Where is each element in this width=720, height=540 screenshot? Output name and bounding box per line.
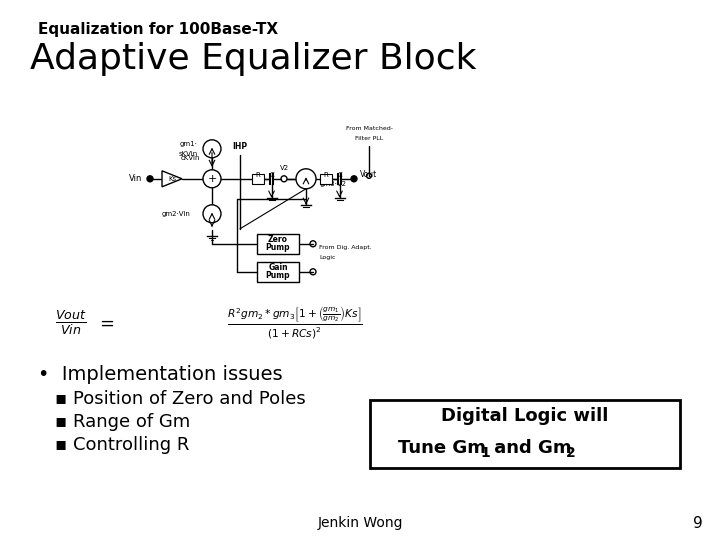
Circle shape (147, 176, 153, 182)
Circle shape (203, 205, 221, 223)
Text: 2: 2 (566, 446, 576, 460)
Text: R: R (256, 172, 261, 178)
Text: Tune Gm: Tune Gm (398, 439, 486, 457)
Text: •  Implementation issues: • Implementation issues (38, 365, 283, 384)
Text: and Gm: and Gm (488, 439, 572, 457)
Text: Digital Logic will: Digital Logic will (441, 407, 608, 425)
Text: From Matched-: From Matched- (346, 126, 392, 131)
Text: ▪ Controlling R: ▪ Controlling R (55, 436, 189, 454)
Text: ▪ Position of Zero and Poles: ▪ Position of Zero and Poles (55, 390, 306, 408)
Text: IHP: IHP (233, 142, 248, 151)
Circle shape (203, 170, 221, 188)
Text: gm3·V2: gm3·V2 (320, 181, 347, 187)
Text: sKVin: sKVin (179, 151, 198, 157)
Text: Vout: Vout (360, 170, 377, 179)
Text: ▪ Range of Gm: ▪ Range of Gm (55, 413, 190, 431)
Text: $\frac{Vout}{Vin}$: $\frac{Vout}{Vin}$ (55, 308, 86, 337)
Text: 9: 9 (693, 516, 703, 530)
Text: gm1·: gm1· (180, 141, 198, 147)
Text: cKVin: cKVin (180, 155, 199, 161)
Text: 1: 1 (480, 446, 490, 460)
Text: V2: V2 (279, 165, 289, 171)
Text: Adaptive Equalizer Block: Adaptive Equalizer Block (30, 42, 477, 76)
Text: C: C (269, 172, 274, 178)
Circle shape (351, 176, 357, 182)
Text: Pump: Pump (266, 271, 290, 280)
Text: Ks: Ks (168, 176, 176, 182)
Text: Gain: Gain (268, 264, 288, 272)
Text: Filter PLL: Filter PLL (355, 136, 383, 141)
Text: +: + (207, 174, 217, 184)
Text: Jenkin Wong: Jenkin Wong (318, 516, 402, 530)
Bar (370, 400, 680, 468)
Text: Equalization for 100Base-TX: Equalization for 100Base-TX (38, 22, 278, 37)
Bar (320, 174, 332, 184)
Polygon shape (162, 171, 182, 187)
Text: $\frac{R^2gm_2 * gm_3\left[1+\left(\frac{gm_1}{gm_2}\right)Ks\right]}{(1+RCs)^2}: $\frac{R^2gm_2 * gm_3\left[1+\left(\frac… (228, 305, 363, 341)
Text: R: R (323, 172, 328, 178)
Text: Pump: Pump (266, 244, 290, 252)
Text: Zero: Zero (268, 235, 288, 244)
Text: Vin: Vin (129, 174, 142, 183)
Bar (257, 262, 299, 282)
Text: $=$: $=$ (96, 314, 114, 332)
Circle shape (203, 140, 221, 158)
Text: Logic: Logic (319, 255, 336, 260)
Bar (252, 174, 264, 184)
Text: From Dig. Adapt.: From Dig. Adapt. (319, 245, 372, 251)
Text: C: C (337, 172, 342, 178)
Bar (257, 234, 299, 254)
Circle shape (296, 169, 316, 189)
Text: gm2·Vin: gm2·Vin (161, 211, 190, 217)
